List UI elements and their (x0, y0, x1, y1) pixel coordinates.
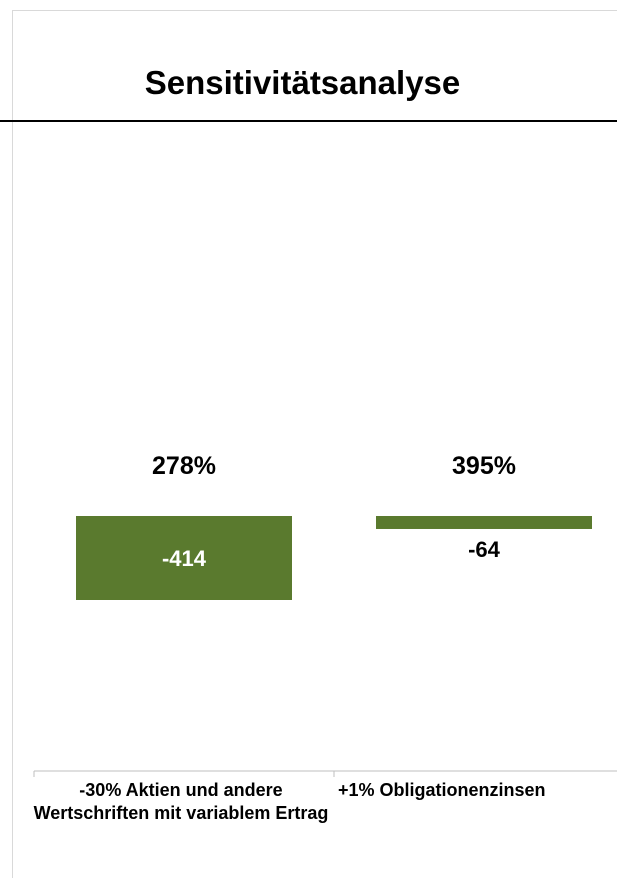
top-label-1: 395% (452, 452, 516, 480)
category-label-equities: -30% Aktien und andere Wertschriften mit… (33, 780, 329, 823)
value-label-1: -64 (468, 537, 501, 562)
category-label-bond-rates: +1% Obligationenzinsen (338, 780, 546, 800)
labels-group: 278% -414 395% -64 (152, 452, 516, 571)
title-underline (0, 120, 617, 122)
frame-border-left (12, 10, 13, 878)
bar-0 (76, 516, 292, 600)
frame-border-top (12, 10, 617, 11)
chart-title: Sensitivitätsanalyse (144, 64, 461, 101)
bar-1 (376, 516, 592, 529)
value-label-0: -414 (162, 546, 207, 571)
axis-group (33, 770, 617, 777)
top-label-0: 278% (152, 452, 216, 480)
bars-group (76, 516, 592, 600)
